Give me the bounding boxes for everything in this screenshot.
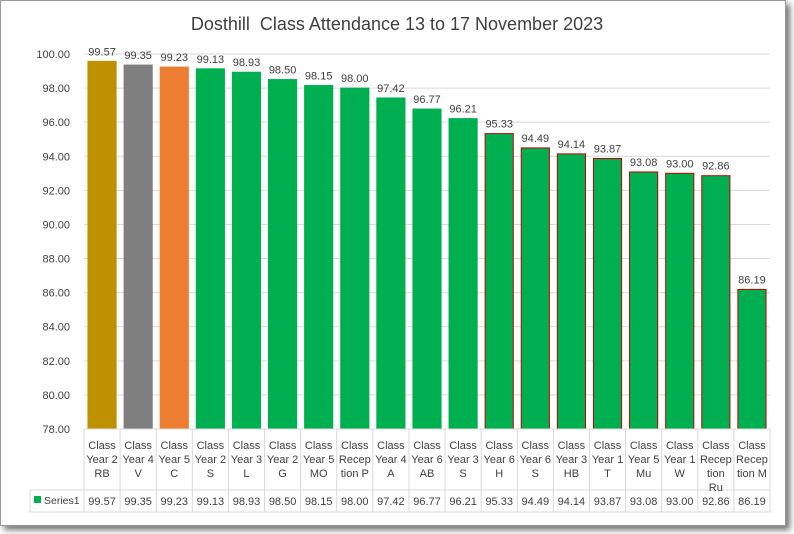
- y-tick-label: 86.00: [42, 288, 70, 300]
- bar-data-label: 93.87: [594, 143, 622, 155]
- bar[interactable]: [304, 85, 334, 430]
- x-category-label: Class Year 3 HB: [556, 440, 587, 480]
- table-value: 92.86: [702, 496, 730, 508]
- bar[interactable]: [195, 68, 225, 430]
- bar-data-label: 99.13: [197, 54, 225, 66]
- table-value: 98.50: [269, 496, 297, 508]
- table-value: 95.33: [485, 496, 513, 508]
- table-value: 96.21: [449, 496, 477, 508]
- y-tick-label: 78.00: [42, 424, 70, 436]
- x-category-label: Class Year 5 Mu: [628, 440, 659, 480]
- bar-data-label: 97.42: [377, 83, 405, 95]
- bar[interactable]: [448, 118, 478, 430]
- y-tick-label: 94.00: [42, 151, 70, 163]
- bar-data-label: 99.23: [160, 52, 188, 64]
- x-category-label: Class Year 2 RB: [86, 440, 117, 480]
- table-value: 99.35: [124, 496, 152, 508]
- y-tick-label: 98.00: [42, 83, 70, 95]
- table-value: 98.00: [341, 496, 369, 508]
- bar[interactable]: [629, 171, 659, 430]
- bar-data-label: 96.77: [413, 94, 441, 106]
- table-value: 99.13: [197, 496, 225, 508]
- bar[interactable]: [665, 172, 695, 430]
- bar[interactable]: [159, 66, 189, 430]
- bar-data-label: 93.08: [630, 157, 658, 169]
- table-value: 97.42: [377, 496, 405, 508]
- table-value: 94.14: [558, 496, 586, 508]
- bar-data-label: 95.33: [485, 119, 513, 131]
- table-value: 99.57: [88, 496, 116, 508]
- bar[interactable]: [592, 157, 623, 430]
- bar[interactable]: [267, 79, 298, 430]
- table-value: 93.00: [666, 496, 694, 508]
- bar[interactable]: [520, 147, 550, 430]
- bar[interactable]: [87, 60, 117, 430]
- bar[interactable]: [737, 288, 767, 430]
- bar-data-label: 92.86: [702, 161, 730, 173]
- table-value: 86.19: [738, 496, 766, 508]
- x-category-label: Class Year 5 MO: [303, 440, 334, 480]
- bar-data-label: 86.19: [738, 274, 766, 286]
- bar-data-label: 98.93: [233, 57, 261, 69]
- table-value: 93.08: [630, 496, 658, 508]
- table-value: 99.23: [160, 496, 188, 508]
- bar[interactable]: [231, 71, 262, 430]
- y-tick-label: 92.00: [42, 185, 70, 197]
- bar-data-label: 94.49: [522, 133, 550, 145]
- chart-title: Dosthill Class Attendance 13 to 17 Novem…: [190, 14, 604, 34]
- bar[interactable]: [701, 175, 731, 430]
- x-category-label: Class Recep tion Ru: [700, 440, 732, 494]
- bar[interactable]: [123, 64, 153, 430]
- legend-key: [34, 496, 41, 503]
- bar-data-label: 98.15: [305, 71, 333, 83]
- bar-data-label: 98.00: [341, 73, 369, 85]
- legend-series-name: Series1: [44, 495, 80, 507]
- bar[interactable]: [484, 133, 514, 430]
- y-tick-label: 82.00: [42, 356, 70, 368]
- y-tick-label: 100.00: [36, 49, 70, 61]
- table-value: 98.93: [233, 496, 261, 508]
- bar[interactable]: [556, 153, 587, 430]
- bar-data-label: 93.00: [666, 158, 694, 170]
- table-value: 96.77: [413, 496, 441, 508]
- bar[interactable]: [376, 97, 406, 430]
- y-tick-label: 84.00: [42, 322, 70, 334]
- y-tick-label: 96.00: [42, 117, 70, 129]
- y-tick-label: 88.00: [42, 254, 70, 266]
- bar-data-label: 96.21: [449, 104, 477, 116]
- table-value: 98.15: [305, 496, 333, 508]
- x-category-label: Class Recep tion M: [736, 440, 768, 480]
- table-value: 94.49: [522, 496, 550, 508]
- bar-data-label: 98.50: [269, 65, 297, 77]
- table-value: 93.87: [594, 496, 622, 508]
- bar-data-label: 99.35: [124, 50, 152, 62]
- y-tick-label: 90.00: [42, 219, 70, 231]
- x-category-label: Class Year 6 AB: [411, 440, 442, 480]
- y-tick-label: 80.00: [42, 390, 70, 402]
- bar[interactable]: [412, 108, 442, 430]
- bar[interactable]: [340, 87, 370, 430]
- bar-data-label: 99.57: [88, 46, 116, 58]
- x-category-label: Class Recep tion P: [339, 440, 371, 480]
- bar-data-label: 94.14: [558, 139, 586, 151]
